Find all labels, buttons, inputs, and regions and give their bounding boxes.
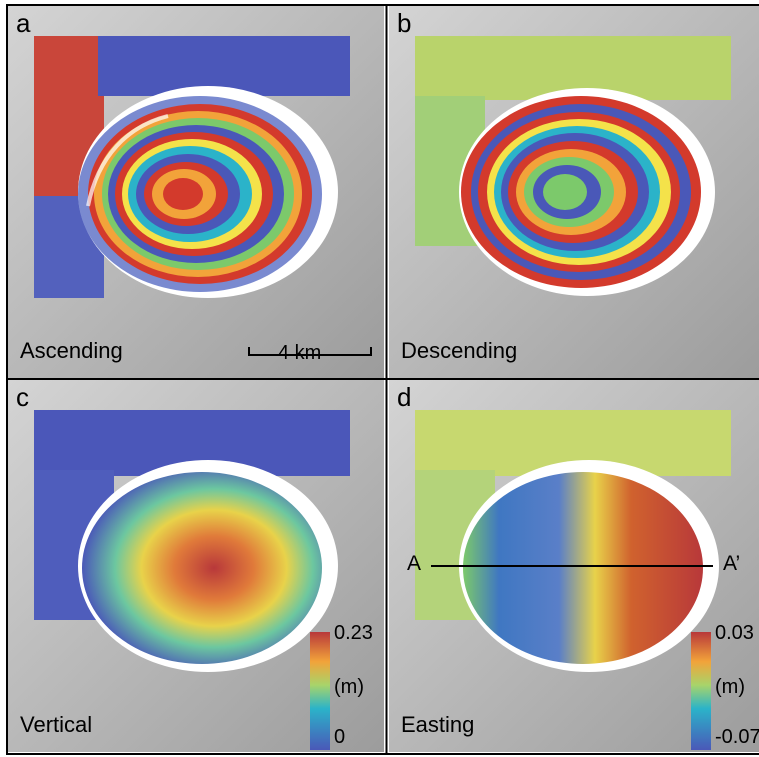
panel-vertical: c Vertical 0.23 (m) 0 (8, 380, 384, 752)
colorbar-unit-label: (m) (334, 676, 364, 698)
colorbar-max-label: 0.23 (334, 622, 373, 644)
panel-title: Easting (401, 712, 475, 737)
colorbar-min-label: -0.07 (715, 726, 759, 748)
panel-ascending: a Ascending 4 km (8, 6, 384, 378)
easting-field (463, 472, 703, 664)
scale-bar-label: 4 km (278, 342, 322, 364)
easting-map (389, 380, 759, 752)
colorbar-vertical (310, 632, 330, 750)
panel-letter: b (397, 8, 412, 38)
panel-easting: d Easting A A’ 0.03 (m) -0.07 (389, 380, 759, 752)
panel-letter: d (397, 382, 412, 412)
ascending-map (8, 6, 384, 378)
panel-title: Vertical (20, 712, 93, 737)
panel-title: Descending (401, 338, 518, 363)
panel-title: Ascending (20, 338, 123, 363)
uplift-field (82, 472, 322, 664)
fringe-rings (78, 96, 322, 292)
colorbar-max-label: 0.03 (715, 622, 754, 644)
colorbar-easting (691, 632, 711, 750)
profile-end-label: A’ (723, 552, 741, 575)
profile-start-label: A (407, 552, 422, 575)
vertical-map (8, 380, 384, 752)
panel-letter: c (16, 382, 29, 412)
colorbar-min-label: 0 (334, 726, 346, 748)
panel-descending: b Descending (389, 6, 759, 378)
panel-letter: a (16, 8, 31, 38)
fringe-rings (461, 96, 701, 288)
descending-map (389, 6, 759, 378)
colorbar-unit-label: (m) (715, 676, 745, 698)
